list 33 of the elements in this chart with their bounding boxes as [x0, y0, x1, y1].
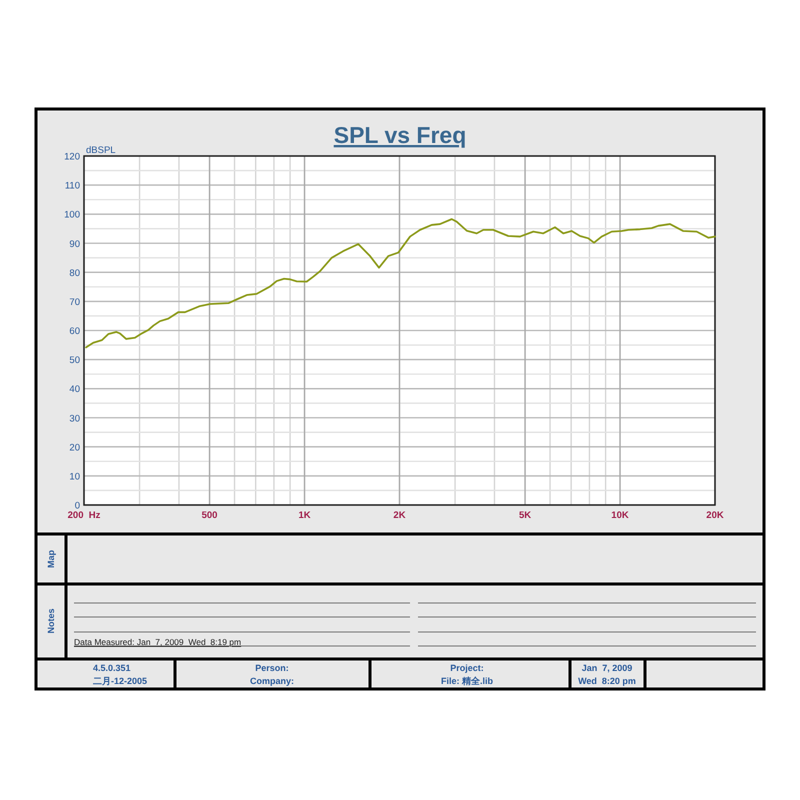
- y-tick-label: 120: [64, 152, 80, 162]
- x-tick-label: 20K: [706, 510, 724, 521]
- text: Data Measured: Jan 7, 2009 Wed 8:19 pm: [74, 637, 242, 647]
- y-tick-label: 50: [69, 355, 80, 366]
- x-tick-label: 500: [202, 510, 218, 521]
- y-tick-label: 80: [69, 268, 80, 279]
- x-tick-label: 2K: [393, 510, 406, 521]
- y-tick-label: 90: [69, 238, 80, 250]
- y-tick-label: 100: [64, 210, 80, 221]
- text: 4.5.0.351: [93, 663, 131, 673]
- y-axis-title: dBSPL: [86, 145, 116, 156]
- y-tick-label: 10: [69, 471, 80, 482]
- text: File: 精全.lib: [440, 676, 494, 686]
- chart-title: SPL vs Freq: [334, 122, 466, 148]
- x-tick-label: 5K: [518, 510, 532, 521]
- text: 二月-12-2005: [93, 676, 148, 686]
- y-tick-label: 110: [64, 180, 80, 192]
- y-tick-label: 60: [69, 326, 80, 337]
- x-tick-label: 1K: [298, 510, 311, 521]
- y-tick-label: 70: [69, 296, 80, 308]
- text: Wed 8:20 pm: [578, 676, 636, 686]
- text: Project:: [450, 663, 484, 673]
- x-tick-label: 200 Hz: [68, 510, 101, 521]
- y-tick-label: 40: [69, 384, 80, 396]
- text: Person:: [255, 663, 289, 673]
- text: Jan 7, 2009: [582, 663, 632, 673]
- x-tick-label: 10K: [611, 510, 629, 521]
- text: Map: [46, 550, 56, 568]
- text: Notes: [46, 608, 56, 634]
- text: Company:: [250, 676, 294, 686]
- y-tick-label: 30: [69, 413, 80, 424]
- y-tick-label: 20: [69, 442, 80, 454]
- y-tick-label: 0: [74, 500, 80, 512]
